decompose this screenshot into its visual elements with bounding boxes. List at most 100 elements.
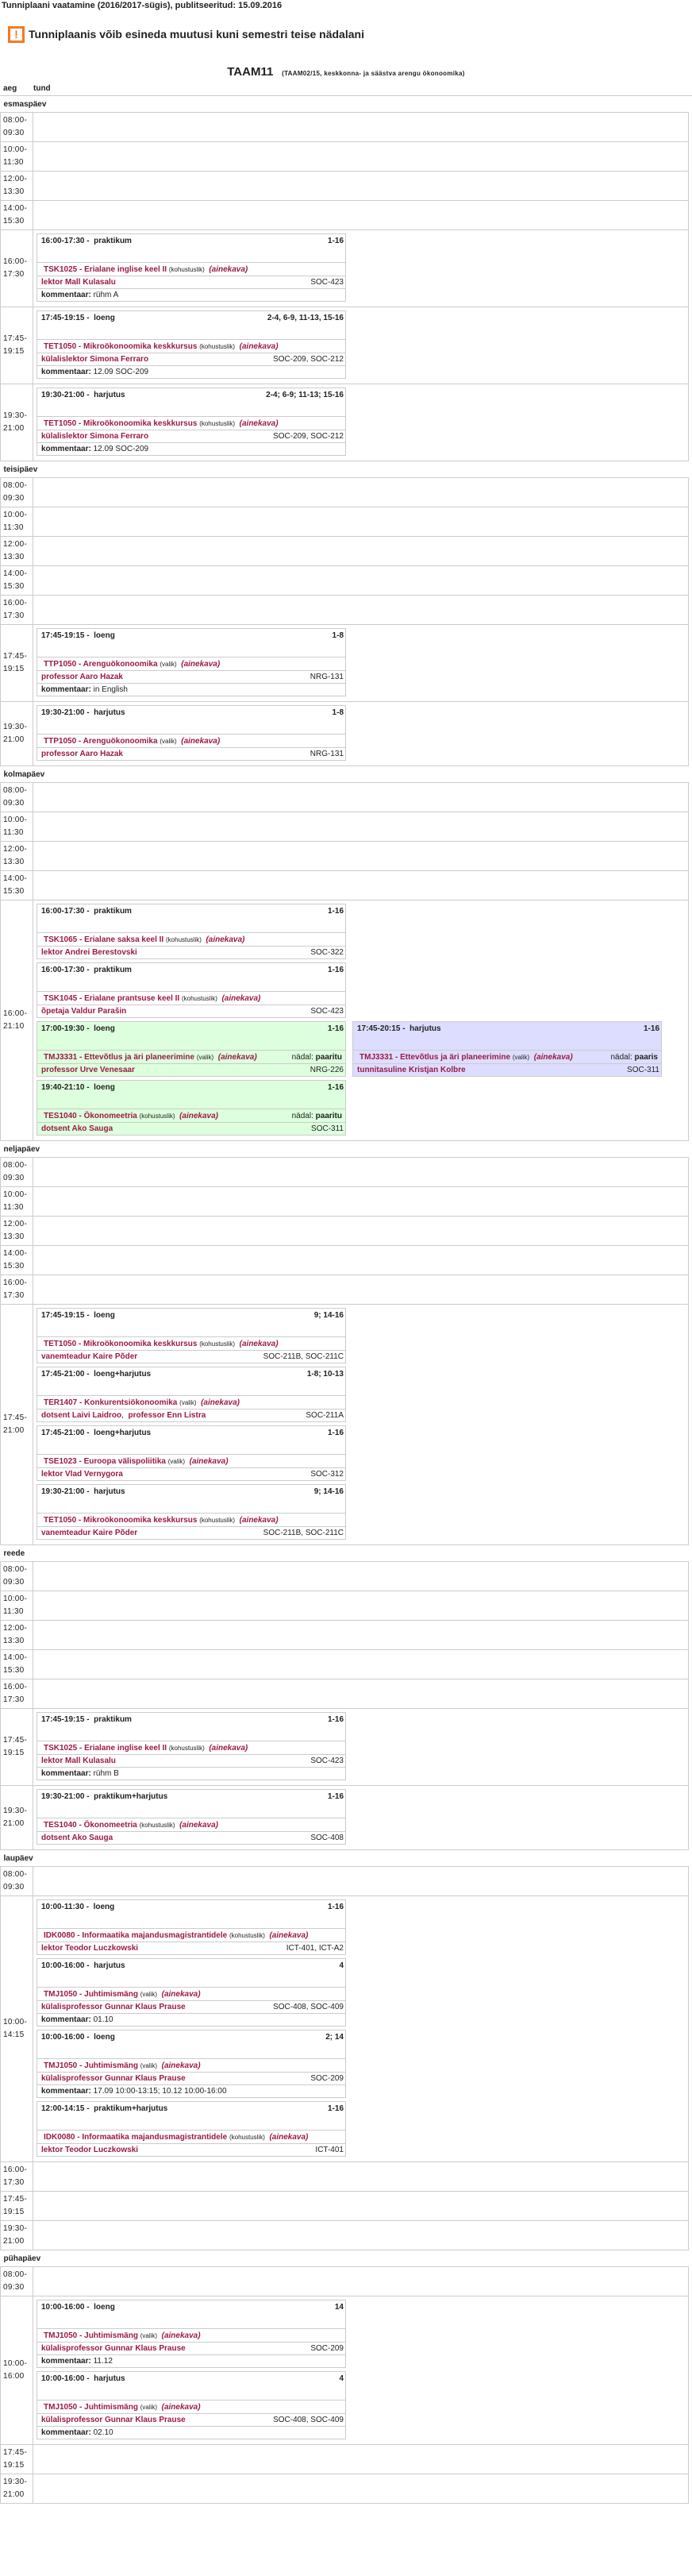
ainekava-link[interactable]: (ainekava) [269,1931,309,1940]
time-slot-row: 14:00- 15:30 [0,1245,689,1275]
teacher-link[interactable]: külalislektor Simona Ferraro [41,355,149,364]
teacher-link[interactable]: professor Urve Venesaar [41,1066,135,1074]
ainekava-link[interactable]: (ainekava) [239,1340,279,1348]
course-link[interactable]: TMJ1050 - Juhtimismäng [44,2061,138,2070]
course-link[interactable]: TES1040 - Ökonomeetria [44,1821,137,1830]
teacher-link[interactable]: dotsent Ako Sauga [41,1834,113,1842]
lesson-time-type: 19:30-21:00 - harjutus [41,708,125,734]
teacher-link[interactable]: lektor Andrei Berestovski [41,948,137,957]
course-row: TET1050 - Mikroökonoomika keskkursus (ko… [37,340,345,353]
ainekava-link[interactable]: (ainekava) [217,1053,257,1062]
course-link[interactable]: TET1050 - Mikroökonoomika keskkursus [44,342,198,351]
ainekava-link[interactable]: (ainekava) [206,935,245,944]
teacher-link[interactable]: professor Enn Listra [128,1411,206,1420]
time-slot-label: 19:30- 21:00 [0,1785,33,1850]
teacher-link[interactable]: tunnitasuline Kristjan Kolbre [357,1066,466,1074]
time-slot-content: 17:45-19:15 - loeng 9; 14-16 TET1050 - Mik… [33,1304,689,1545]
course-link[interactable]: TMJ1050 - Juhtimismäng [44,2403,138,2412]
teacher-link[interactable]: lektor Teodor Luczkowski [41,1944,139,1953]
time-slot-content [33,812,689,842]
ainekava-link[interactable]: (ainekava) [189,1457,229,1466]
course-link[interactable]: TSK1025 - Erialane inglise keel II [44,265,167,274]
lesson-time-type: 10:00-16:00 - harjutus [41,2374,125,2400]
time-slot-content [33,841,689,871]
ainekava-link[interactable]: (ainekava) [161,2061,201,2070]
course-link[interactable]: TSK1045 - Erialane prantsuse keel II [44,994,180,1003]
ainekava-link[interactable]: (ainekava) [179,1112,218,1120]
course-link[interactable]: IDK0080 - Informaatika majandusmagistran… [44,1931,228,1940]
teacher-link[interactable]: lektor Mall Kulasalu [41,278,116,287]
ainekava-link[interactable]: (ainekava) [179,1821,218,1830]
lesson-weeks: 2-4; 6-9; 11-13; 15-16 [266,391,344,399]
course-link[interactable]: TET1050 - Mikroökonoomika keskkursus [44,1340,198,1348]
ainekava-link[interactable]: (ainekava) [201,1398,240,1407]
ainekava-link[interactable]: (ainekava) [209,265,248,274]
course-link[interactable]: TTP1050 - Arenguökonoomika [44,737,158,746]
ainekava-link[interactable]: (ainekava) [269,2133,309,2142]
teacher-row: professor Urve Venesaar NRG-226 [37,1064,345,1076]
teacher-link[interactable]: professor Aaro Hazak [41,750,123,758]
time-slot-label: 08:00- 09:30 [0,1561,33,1591]
ainekava-link[interactable]: (ainekava) [161,2403,201,2412]
teacher-link[interactable]: lektor Vlad Vernygora [41,1470,123,1479]
lesson-time: 17:45-19:15 - [41,314,90,322]
ainekava-link[interactable]: (ainekava) [221,994,261,1003]
course-row: TSE1023 - Euroopa välispoliitika (valik)… [37,1455,345,1468]
teacher-link[interactable]: vanemteadur Kaire Põder [41,1352,138,1361]
course-link[interactable]: TES1040 - Ökonomeetria [44,1112,137,1120]
time-slot-content [33,1275,689,1305]
teachers: külalisprofessor Gunnar Klaus Prause [41,2003,186,2011]
ainekava-link[interactable]: (ainekava) [161,1990,201,1999]
course-row: IDK0080 - Informaatika majandusmagistran… [37,2131,345,2144]
time-slot-row: 12:00- 13:30 [0,1216,689,1246]
course-link[interactable]: IDK0080 - Informaatika majandusmagistran… [44,2133,228,2142]
lesson-header: 19:30-21:00 - harjutus 1-8 [37,706,345,735]
teacher-link[interactable]: lektor Teodor Luczkowski [41,2146,139,2154]
teacher-link[interactable]: külalisprofessor Gunnar Klaus Prause [41,2003,186,2011]
ainekava-link[interactable]: (ainekava) [239,419,279,428]
ainekava-link[interactable]: (ainekava) [239,1516,279,1525]
course-link[interactable]: TTP1050 - Arenguökonoomika [44,660,158,669]
teacher-link[interactable]: külalisprofessor Gunnar Klaus Prause [41,2074,186,2083]
course-link[interactable]: TMJ3331 - Ettevõtlus ja äri planeerimine [44,1053,195,1062]
ainekava-link[interactable]: (ainekava) [161,2331,201,2340]
teacher-link[interactable]: lektor Mall Kulasalu [41,1757,116,1765]
lesson-card: 17:45-19:15 - loeng 9; 14-16 TET1050 - Mik… [37,1308,346,1363]
lesson-card: 19:30-21:00 - praktikum+harjutus 1-16 TES1… [37,1789,346,1845]
ainekava-link[interactable]: (ainekava) [181,737,221,746]
teacher-link[interactable]: külalisprofessor Gunnar Klaus Prause [41,2416,186,2424]
teacher-link[interactable]: külalisprofessor Gunnar Klaus Prause [41,2344,186,2353]
time-slot-label: 14:00- 15:30 [0,200,33,230]
time-slot-row: 08:00- 09:30 [0,782,689,812]
course-link[interactable]: TSK1065 - Erialane saksa keel II [44,935,164,944]
teacher-link[interactable]: dotsent Laivi Laidroo [41,1411,122,1420]
lesson-type: loeng [94,1083,115,1092]
course-link[interactable]: TER1407 - Konkurentsiökonoomika [44,1398,178,1407]
ainekava-link[interactable]: (ainekava) [239,342,279,351]
course-link[interactable]: TSK1025 - Erialane inglise keel II [44,1744,167,1753]
event-row: 17:45-19:15 - praktikum 1-16 TSK1025 - Eri… [37,1712,685,1780]
ainekava-link[interactable]: (ainekava) [533,1053,573,1062]
lesson-header: 17:45-19:15 - loeng 9; 14-16 [37,1309,345,1337]
lesson-card: 17:45-21:00 - loeng+harjutus 1-16 TSE1023 … [37,1425,346,1481]
course-link[interactable]: TET1050 - Mikroökonoomika keskkursus [44,1516,198,1525]
day-name: teisipäev [0,461,689,478]
teacher-link[interactable]: dotsent Ako Sauga [41,1124,113,1133]
ainekava-link[interactable]: (ainekava) [181,660,221,669]
course-status: (valik) [160,661,177,668]
time-slot-content [33,595,689,625]
course-link[interactable]: TMJ1050 - Juhtimismäng [44,1990,138,1999]
lesson-card: 19:30-21:00 - harjutus 9; 14-16 TET1050 - … [37,1484,346,1540]
teacher-link[interactable]: õpetaja Valdur Parašin [41,1007,127,1016]
time-slot-row: 10:00- 11:30 [0,812,689,842]
teacher-link[interactable]: külalislektor Simona Ferraro [41,432,149,441]
ainekava-link[interactable]: (ainekava) [209,1744,248,1753]
course-row: TER1407 - Konkurentsiökonoomika (valik) … [37,1396,345,1409]
course-link[interactable]: TMJ1050 - Juhtimismäng [44,2331,138,2340]
course-link[interactable]: TSE1023 - Euroopa välispoliitika [44,1457,166,1466]
teacher-link[interactable]: professor Aaro Hazak [41,673,123,681]
course-link[interactable]: TET1050 - Mikroökonoomika keskkursus [44,419,198,428]
teacher-link[interactable]: vanemteadur Kaire Põder [41,1529,138,1537]
course-link[interactable]: TMJ3331 - Ettevõtlus ja äri planeerimine [359,1053,511,1062]
lesson-time: 10:00-16:00 - [41,2374,90,2383]
